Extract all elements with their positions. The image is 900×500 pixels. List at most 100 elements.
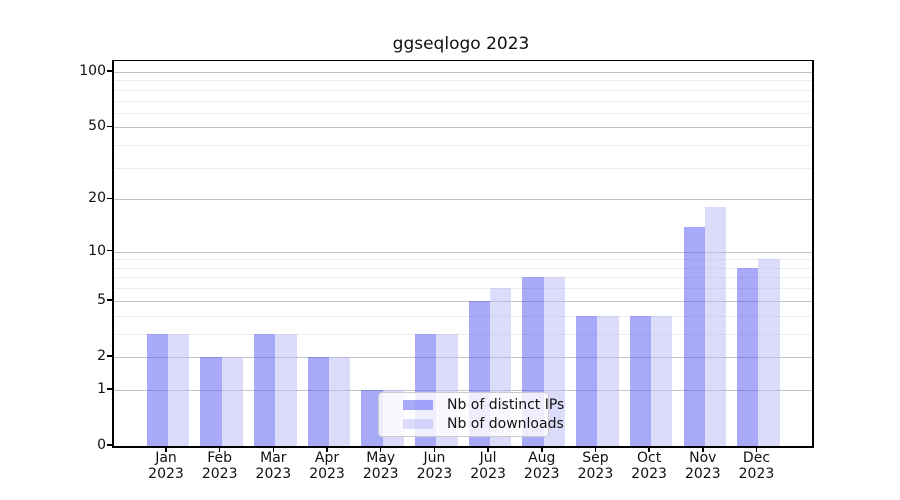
x-tick-label-dec: Dec 2023 xyxy=(728,450,784,482)
major-gridline xyxy=(114,127,812,129)
x-tick-month: Jun xyxy=(423,450,446,466)
y-tick-label: 100 xyxy=(79,62,106,79)
x-tick-month: Mar xyxy=(260,450,287,466)
chart-title: ggseqlogo 2023 xyxy=(392,34,530,54)
x-tick-month: Dec xyxy=(742,450,771,466)
minor-gridline xyxy=(114,333,812,335)
minor-gridline xyxy=(114,100,812,102)
x-tick-year: 2023 xyxy=(362,465,399,482)
major-gridline xyxy=(114,300,812,302)
x-tick-mark xyxy=(272,447,275,452)
bar-may-ips xyxy=(361,389,383,446)
plot-area xyxy=(112,60,814,448)
x-tick-month: Feb xyxy=(207,450,233,466)
x-tick-label-mar: Mar 2023 xyxy=(245,450,301,482)
bar-mar-downloads xyxy=(275,333,297,446)
bar-jan-downloads xyxy=(168,333,190,446)
y-tick-label: 0 xyxy=(97,437,106,453)
bar-nov-ips xyxy=(683,226,705,446)
major-gridline xyxy=(114,251,812,253)
x-tick-label-may: May 2023 xyxy=(353,450,409,482)
bar-apr-downloads xyxy=(329,356,351,446)
y-tick-label: 50 xyxy=(88,118,106,135)
x-tick-mark xyxy=(165,447,167,452)
x-tick-year: 2023 xyxy=(738,465,775,482)
x-tick-year: 2023 xyxy=(255,465,292,482)
legend: Nb of distinct IPs Nb of downloads xyxy=(378,392,564,437)
x-tick-mark xyxy=(541,447,543,452)
y-tick-label: 5 xyxy=(97,291,106,308)
y-tick-mark xyxy=(107,125,112,128)
y-tick-label: 20 xyxy=(88,190,106,207)
y-tick-mark xyxy=(107,70,112,72)
bar-aug-downloads xyxy=(543,277,566,446)
y-tick-mark xyxy=(107,249,112,252)
minor-gridline xyxy=(114,167,812,169)
x-tick-label-jun: Jun 2023 xyxy=(406,450,462,482)
minor-gridline xyxy=(114,259,812,261)
bar-sep-downloads xyxy=(597,315,619,446)
minor-gridline xyxy=(114,112,812,114)
x-tick-year: 2023 xyxy=(631,465,667,482)
x-tick-mark xyxy=(433,447,436,452)
x-tick-label-nov: Nov 2023 xyxy=(675,450,731,482)
bar-jan-ips xyxy=(146,333,168,446)
y-tick-mark xyxy=(107,355,112,357)
x-tick-year: 2023 xyxy=(470,465,506,482)
x-tick-year: 2023 xyxy=(148,465,184,482)
major-gridline xyxy=(114,71,812,73)
x-tick-year: 2023 xyxy=(201,465,238,482)
legend-item-distinct-ips: Nb of distinct IPs xyxy=(403,396,564,414)
bar-mar-ips xyxy=(254,333,276,446)
minor-gridline xyxy=(114,145,812,147)
minor-gridline xyxy=(114,80,812,82)
bar-oct-ips xyxy=(629,315,652,446)
legend-label-distinct-ips: Nb of distinct IPs xyxy=(447,397,565,413)
x-tick-year: 2023 xyxy=(577,465,614,482)
major-gridline xyxy=(114,389,812,391)
x-tick-mark xyxy=(326,447,328,452)
x-tick-mark xyxy=(594,447,597,452)
minor-gridline xyxy=(114,315,812,317)
x-tick-mark xyxy=(648,447,650,452)
x-tick-mark xyxy=(702,447,704,452)
x-tick-mark xyxy=(218,447,221,452)
x-tick-year: 2023 xyxy=(309,465,345,482)
y-tick-label: 10 xyxy=(88,242,106,259)
bar-feb-ips xyxy=(200,356,222,446)
legend-item-downloads: Nb of downloads xyxy=(403,415,564,433)
bar-apr-ips xyxy=(307,356,330,446)
bar-oct-downloads xyxy=(651,315,673,446)
major-gridline xyxy=(114,199,812,201)
legend-label-downloads: Nb of downloads xyxy=(447,416,564,432)
major-gridline xyxy=(114,356,812,358)
x-tick-mark xyxy=(755,447,758,452)
y-tick-mark xyxy=(107,388,112,390)
x-tick-month: Apr xyxy=(314,450,340,466)
x-tick-month: Sep xyxy=(582,450,609,466)
x-tick-label-aug: Aug 2023 xyxy=(514,450,570,482)
minor-gridline xyxy=(114,267,812,269)
x-tick-month: May xyxy=(366,450,396,466)
x-tick-label-apr: Apr 2023 xyxy=(299,450,355,482)
y-tick-label: 1 xyxy=(97,380,106,397)
x-tick-month: Jul xyxy=(479,450,497,466)
bar-nov-downloads xyxy=(704,207,727,446)
y-tick-mark xyxy=(107,197,112,200)
x-tick-year: 2023 xyxy=(523,465,560,482)
bar-feb-downloads xyxy=(221,356,243,446)
x-tick-label-sep: Sep 2023 xyxy=(567,450,623,482)
minor-gridline xyxy=(114,288,812,290)
x-tick-label-oct: Oct 2023 xyxy=(621,450,677,482)
bar-dec-ips xyxy=(737,267,759,446)
x-tick-month: Nov xyxy=(689,450,717,466)
x-tick-mark xyxy=(487,447,489,452)
y-tick-mark xyxy=(107,444,112,446)
x-tick-month: Jan xyxy=(155,450,177,466)
y-tick-label: 2 xyxy=(97,347,106,364)
minor-gridline xyxy=(114,89,812,91)
bar-sep-ips xyxy=(576,315,598,446)
minor-gridline xyxy=(114,277,812,279)
y-tick-mark xyxy=(107,299,112,301)
